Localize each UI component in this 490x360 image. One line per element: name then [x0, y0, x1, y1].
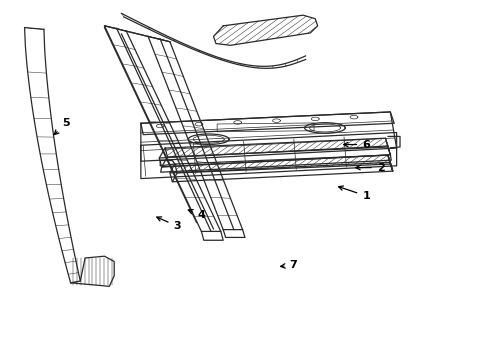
- Text: 4: 4: [188, 210, 205, 220]
- Text: 5: 5: [54, 118, 70, 135]
- Text: 1: 1: [339, 186, 370, 201]
- Text: 7: 7: [281, 260, 297, 270]
- Text: 6: 6: [343, 140, 370, 149]
- Text: 3: 3: [157, 217, 181, 231]
- Text: 2: 2: [356, 163, 385, 172]
